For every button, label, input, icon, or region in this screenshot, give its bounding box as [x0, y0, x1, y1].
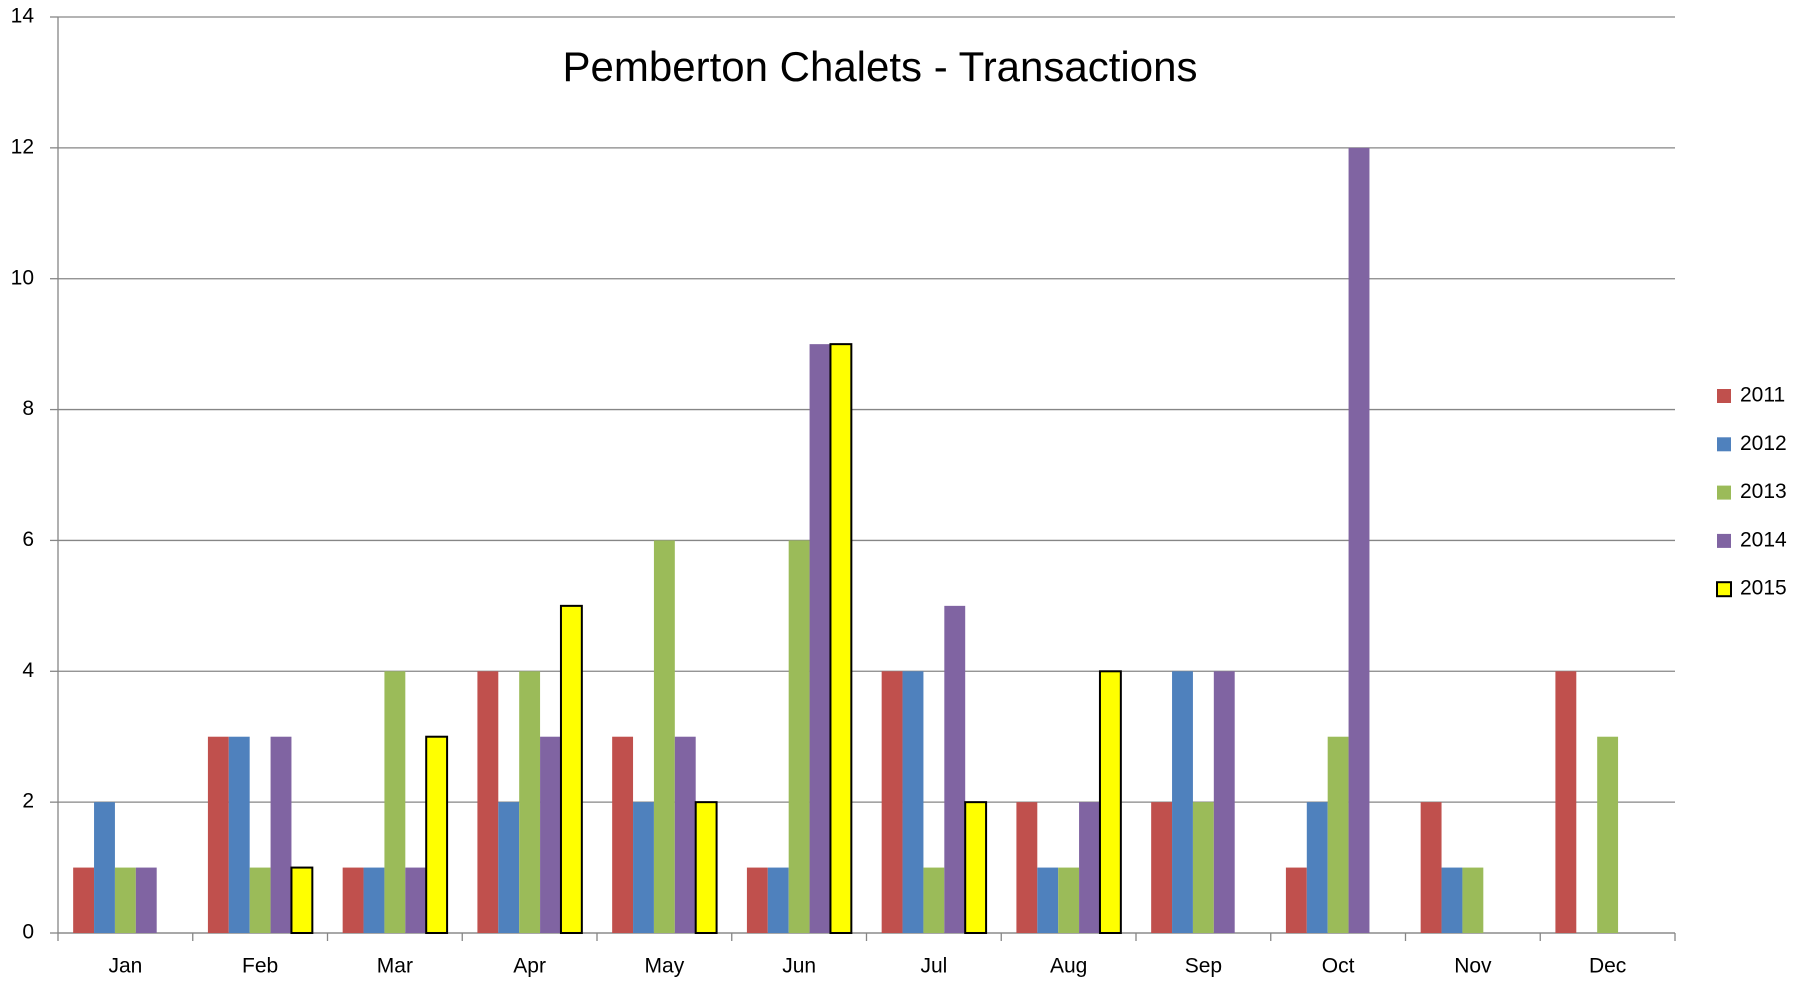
bar [114, 867, 136, 933]
bar [902, 671, 924, 933]
y-tick-label: 8 [22, 397, 34, 420]
bar [290, 866, 314, 934]
bar [363, 867, 385, 933]
bar [73, 867, 95, 933]
bar [674, 736, 696, 933]
x-tick-label: Dec [1589, 955, 1626, 978]
legend-swatch [1717, 533, 1731, 548]
bar [1441, 867, 1463, 933]
bar [270, 736, 292, 933]
bar [1172, 671, 1193, 933]
bar [1192, 802, 1214, 933]
y-tick-label: 6 [22, 528, 34, 551]
x-tick-label: Sep [1185, 955, 1222, 978]
bar [1151, 802, 1173, 933]
bar [1420, 802, 1442, 933]
y-tick-label: 4 [22, 659, 34, 682]
bar [207, 736, 229, 933]
x-tick-label: Jan [108, 955, 142, 978]
bar [1348, 147, 1370, 933]
legend-label: 2014 [1740, 528, 1787, 551]
bar [1058, 867, 1080, 933]
bar [1098, 670, 1122, 934]
x-tick-label: Jul [920, 955, 947, 978]
bar [1213, 671, 1235, 933]
bar [694, 801, 718, 935]
y-tick-label: 12 [11, 135, 34, 158]
y-tick-label: 2 [22, 790, 34, 813]
y-tick-label: 0 [22, 921, 34, 944]
bar [135, 867, 157, 933]
bar [249, 867, 271, 933]
x-tick-label: Nov [1454, 955, 1492, 978]
x-tick-label: Feb [242, 955, 278, 978]
x-tick-label: Aug [1050, 955, 1087, 978]
y-tick-label: 10 [11, 266, 34, 289]
x-tick-label: Mar [377, 955, 413, 978]
bar [559, 604, 583, 934]
bar [405, 867, 427, 933]
bar [540, 736, 561, 933]
legend-swatch [1716, 581, 1732, 598]
bar [384, 671, 406, 933]
bar [519, 671, 541, 933]
legend-swatch [1717, 485, 1731, 500]
bar [477, 671, 499, 933]
x-tick-label: May [645, 955, 685, 978]
bar [94, 802, 115, 933]
bar [881, 671, 903, 933]
bar [1327, 736, 1349, 933]
bar [1037, 867, 1059, 933]
bar [633, 802, 654, 933]
legend-swatch [1717, 437, 1731, 452]
bar [1462, 867, 1484, 933]
x-tick-label: Apr [513, 955, 546, 978]
bar [498, 802, 520, 933]
bar [1306, 802, 1328, 933]
bar [1079, 802, 1100, 933]
bar [944, 605, 966, 933]
legend-swatch [1717, 389, 1731, 403]
legend-label: 2013 [1740, 480, 1787, 503]
bar [767, 867, 789, 933]
bar [964, 801, 988, 935]
bar [425, 735, 449, 935]
legend-label: 2012 [1740, 432, 1787, 455]
y-tick-label: 14 [11, 5, 35, 28]
x-tick-label: Jun [782, 955, 816, 978]
bar [1555, 671, 1577, 933]
bar [809, 344, 831, 934]
x-tick-label: Oct [1322, 955, 1355, 978]
bar [1597, 736, 1619, 933]
bar [829, 343, 853, 934]
legend-label: 2011 [1740, 384, 1785, 407]
bar [1285, 867, 1307, 933]
chart-title: Pemberton Chalets - Transactions [563, 43, 1198, 90]
bar [228, 736, 250, 933]
bar [923, 867, 945, 933]
bar [1016, 802, 1038, 933]
bar [653, 540, 675, 933]
bar [746, 867, 768, 933]
bar [612, 736, 634, 933]
bar [788, 540, 810, 933]
bar [342, 867, 364, 933]
legend-label: 2015 [1740, 577, 1787, 600]
